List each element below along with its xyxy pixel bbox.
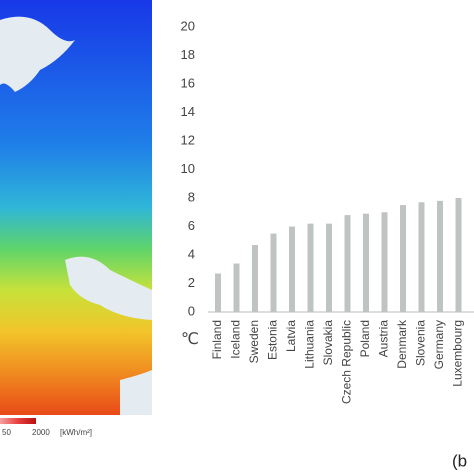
legend-label: 2000: [32, 428, 50, 437]
legend-label: 50: [2, 428, 11, 437]
y-axis-label: ℃: [181, 331, 199, 348]
x-tick-label: Poland: [358, 320, 372, 357]
x-tick-label: Lithuania: [303, 320, 317, 369]
y-tick-label: 10: [181, 161, 195, 176]
bar: [270, 233, 277, 312]
bar: [400, 205, 406, 312]
y-tick-label: 20: [181, 18, 195, 33]
x-tick-label: Sweden: [247, 320, 261, 363]
y-tick-label: 16: [181, 75, 195, 90]
bar: [307, 223, 314, 312]
bar: [344, 215, 351, 312]
x-tick-label: Estonia: [266, 320, 280, 360]
panel-label: (b: [452, 451, 467, 470]
x-tick-label: Czech Republic: [340, 320, 354, 404]
x-tick-label: Slovakia: [321, 320, 335, 366]
bar: [381, 212, 388, 312]
x-tick-label: Denmark: [395, 319, 409, 369]
y-tick-label: 0: [188, 303, 195, 318]
bar: [233, 263, 240, 312]
x-tick-label: Austria: [377, 320, 391, 358]
bar: [437, 200, 443, 312]
x-tick-label: Slovenia: [414, 320, 428, 366]
map: 50 2000 [kWh/m²]: [0, 0, 152, 437]
sea-mask: [65, 256, 152, 320]
bar: [326, 223, 332, 312]
y-tick-label: 4: [188, 246, 195, 261]
x-tick-label: Germany: [432, 320, 446, 369]
x-tick-label: Finland: [210, 320, 224, 359]
y-tick-label: 6: [188, 218, 195, 233]
bar: [215, 273, 221, 312]
x-tick-label: Luxembourg: [451, 320, 465, 387]
colorbar: [0, 418, 36, 424]
y-tick-label: 8: [188, 189, 195, 204]
bar: [363, 213, 369, 312]
sea-mask: [120, 370, 152, 415]
bar: [455, 198, 462, 312]
y-tick-label: 12: [181, 132, 195, 147]
bar: [289, 226, 295, 312]
x-tick-label: Latvia: [284, 320, 298, 352]
y-tick-label: 18: [181, 47, 195, 62]
bar: [418, 202, 425, 312]
land-mask: [0, 16, 75, 93]
bar: [252, 245, 258, 312]
x-tick-label: Iceland: [229, 320, 243, 359]
legend-label: [kWh/m²]: [60, 428, 92, 437]
y-tick-label: 2: [188, 275, 195, 290]
y-tick-label: 14: [181, 104, 195, 119]
